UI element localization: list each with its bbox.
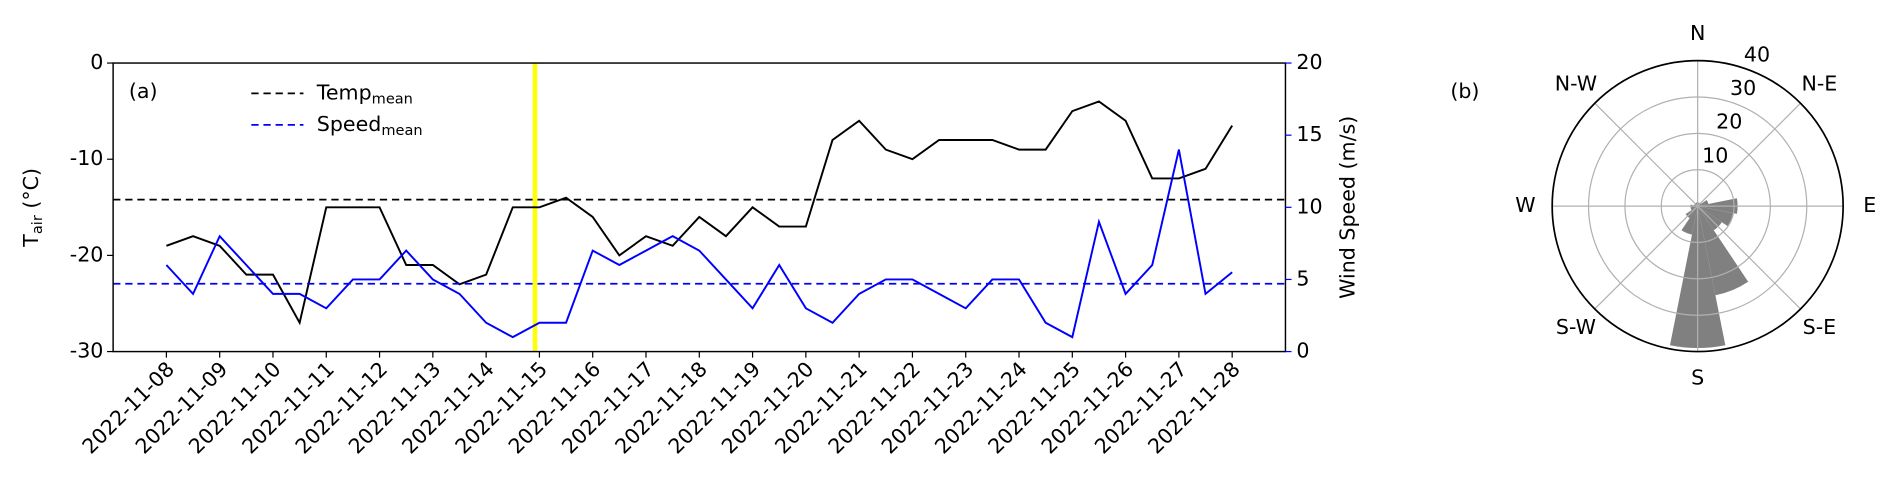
direction-label: N-W (1555, 71, 1597, 95)
y2-tick-label: 20 (1296, 50, 1322, 74)
panel-a: TempmeanSpeedmean-30-20-100051015202022-… (19, 50, 1360, 458)
angular-grid (1697, 205, 1801, 310)
y-tick-label: -20 (70, 242, 104, 266)
direction-label: S (1691, 365, 1704, 389)
y-tick-label: -30 (70, 339, 104, 363)
rose-bar (1697, 206, 1749, 296)
panel-label: (a) (129, 79, 158, 103)
panel-label: (b) (1450, 79, 1479, 103)
legend-name: Speed (317, 112, 382, 136)
direction-label: W (1515, 193, 1535, 217)
rose-bar (1697, 206, 1734, 227)
direction-label: N-E (1801, 71, 1837, 95)
y2-tick-label: 5 (1296, 266, 1309, 290)
direction-label: N (1690, 21, 1705, 45)
r-tick-label: 30 (1730, 76, 1756, 100)
y2-tick-label: 15 (1296, 122, 1322, 146)
legend-sub: mean (372, 91, 413, 107)
y-axis-title-part: (°C) (19, 168, 43, 215)
r-tick-label: 20 (1716, 110, 1742, 134)
legend-name: Temp (316, 80, 372, 104)
direction-label: S-E (1803, 315, 1837, 339)
legend-label: Tempmean (316, 80, 413, 107)
angular-grid (1594, 205, 1699, 310)
y-axis-title: Tair (°C) (19, 168, 46, 248)
r-tick-label: 10 (1702, 143, 1728, 167)
direction-label: S-W (1556, 315, 1596, 339)
y-axis-title-part: air (30, 215, 46, 234)
y2-tick-label: 10 (1296, 194, 1322, 218)
y-tick-label: 0 (90, 50, 103, 74)
y2-tick-label: 0 (1296, 339, 1309, 363)
plot-frame (112, 62, 1287, 353)
angular-grid (1594, 102, 1699, 207)
data-line (165, 149, 1233, 339)
polar-frame (1551, 59, 1844, 353)
r-tick-label: 40 (1744, 42, 1770, 66)
legend-sub: mean (381, 123, 422, 139)
direction-label: E (1863, 193, 1876, 217)
panel-b: 10 20 30 40 N N-E E S-E S S-W W N-W (b) (1450, 21, 1876, 389)
angular-grid (1697, 102, 1801, 207)
y-tick-label: -10 (70, 146, 104, 170)
y-axis-title-part: T (19, 234, 43, 248)
data-line (166, 100, 1234, 326)
rose-bar (1681, 206, 1698, 235)
rose-bar (1697, 200, 1709, 207)
y2-axis-title: Wind Speed (m/s) (1335, 116, 1359, 299)
legend-label: Speedmean (317, 112, 423, 139)
